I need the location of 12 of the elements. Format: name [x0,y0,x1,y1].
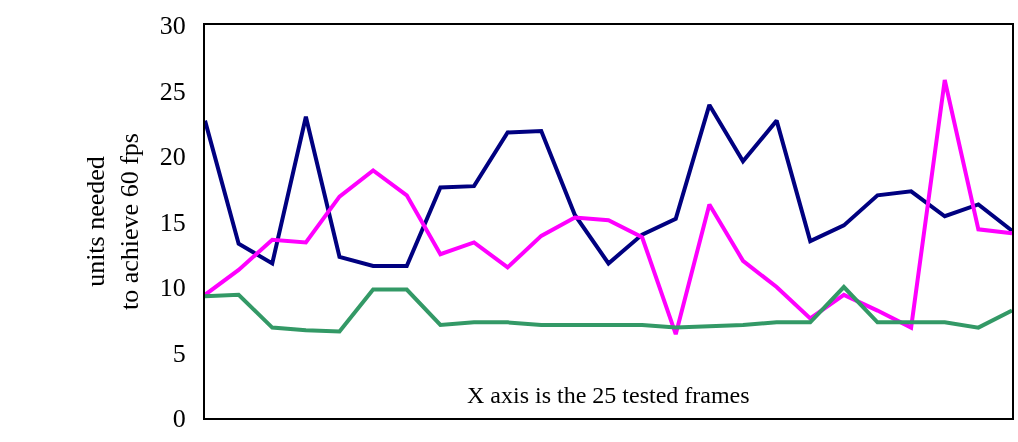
y-tick-label: 5 [172,338,186,368]
y-tick-label: 10 [159,273,186,303]
y-tick-label: 15 [159,207,186,237]
annotation: X axis is the 25 tested frames [467,382,750,408]
line-series [205,78,1012,337]
y-axis-title: units needed to achieve 60 fps [80,133,144,310]
y-tick-label: 0 [172,404,186,434]
y-tick-label: 25 [159,76,186,106]
line-series [205,102,1012,269]
y-tick-label: 20 [159,142,186,172]
line-series [205,285,1012,334]
y-tick-label: 30 [159,11,186,41]
